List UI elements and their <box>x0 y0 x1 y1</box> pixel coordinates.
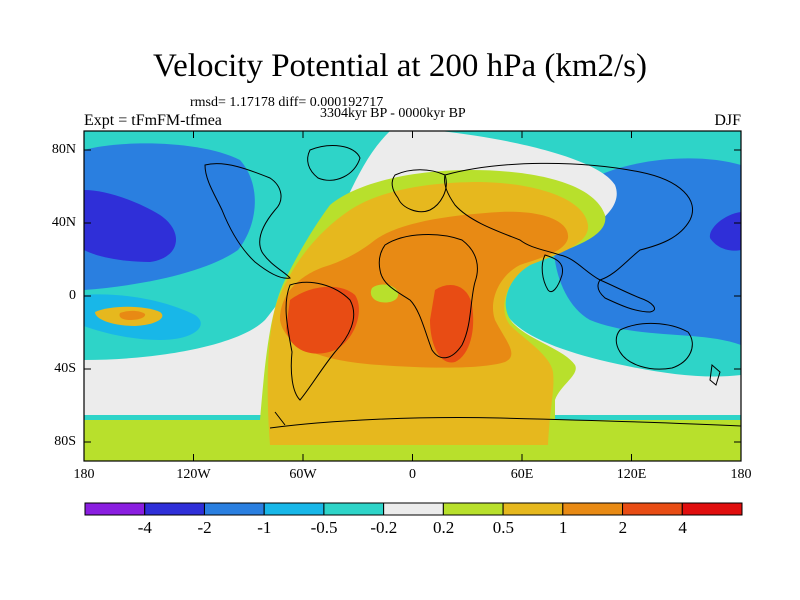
coastlines <box>204 145 741 429</box>
lat-label-0: 0 <box>69 288 76 303</box>
coast-south-america <box>285 281 355 401</box>
lon-label-60w: 60W <box>289 467 317 482</box>
colorbar-label: -0.5 <box>310 518 338 537</box>
velocity-potential-field <box>84 131 741 461</box>
colorbar-swatch <box>203 502 265 516</box>
lat-label-80n: 80N <box>51 142 76 157</box>
colorbar-swatch <box>383 502 444 516</box>
field-orange-pacific-core <box>119 310 146 320</box>
coast-new-zealand <box>709 364 721 386</box>
coast-antarctica <box>269 416 741 429</box>
field-darkblue-east-asia <box>709 212 741 251</box>
colorbar-swatch <box>144 502 205 516</box>
colorbar-label: -2 <box>197 518 212 537</box>
field-darkblue-north-pacific <box>84 190 177 262</box>
figure-title: Velocity Potential at 200 hPa (km2/s) <box>152 48 648 84</box>
colorbar-label: 4 <box>678 518 687 537</box>
colorbar-swatch <box>263 502 325 516</box>
colorbar-label: 0.5 <box>492 518 515 537</box>
colorbar-swatch <box>622 502 683 516</box>
lat-ticks <box>84 149 741 443</box>
coast-europe <box>391 169 447 213</box>
lon-label-0: 0 <box>409 467 416 482</box>
colorbar <box>84 502 743 516</box>
colorbar-label: 1 <box>558 518 568 537</box>
lat-label-40s: 40S <box>54 361 76 376</box>
coast-africa <box>378 234 478 359</box>
colorbar-swatch <box>84 502 146 516</box>
colorbar-label: -0.2 <box>370 518 398 537</box>
coast-asia <box>444 162 693 281</box>
field-redorange-south-america <box>286 286 359 354</box>
coast-antarctica-peninsula <box>274 411 286 426</box>
lat-label-40n: 40N <box>51 215 76 230</box>
field-yellowgreen-atlantic-patch <box>370 284 399 303</box>
colorbar-label: 2 <box>618 518 628 537</box>
lon-label-180e: 180 <box>730 467 752 482</box>
coast-north-america <box>204 163 291 279</box>
season-label: DJF <box>714 112 741 129</box>
colorbar-swatch <box>442 502 504 516</box>
lon-label-120w: 120W <box>176 467 211 482</box>
coast-australia <box>615 322 693 370</box>
colorbar-label: -1 <box>257 518 272 537</box>
rmsd-diff-stats: rmsd= 1.17178 diff= 0.000192717 <box>190 95 384 110</box>
lon-label-60e: 60E <box>510 467 534 482</box>
lat-label-80s: 80S <box>54 434 76 449</box>
colorbar-label: -4 <box>137 518 152 537</box>
lon-label-120e: 120E <box>616 467 647 482</box>
coast-southeast-asia <box>597 279 655 313</box>
time-period: 3304kyr BP - 0000kyr BP <box>320 106 466 121</box>
lon-ticks <box>83 131 742 461</box>
coast-india <box>541 254 564 293</box>
colorbar-swatch <box>681 502 743 516</box>
colorbar-swatch <box>323 502 385 516</box>
experiment-label: Expt = tFmFM-tfmea <box>84 112 222 129</box>
lon-label-180w: 180 <box>73 467 95 482</box>
colorbar-swatch <box>502 502 564 516</box>
colorbar-swatch <box>562 502 624 516</box>
colorbar-label: 0.2 <box>432 518 455 537</box>
coast-greenland <box>307 145 361 181</box>
